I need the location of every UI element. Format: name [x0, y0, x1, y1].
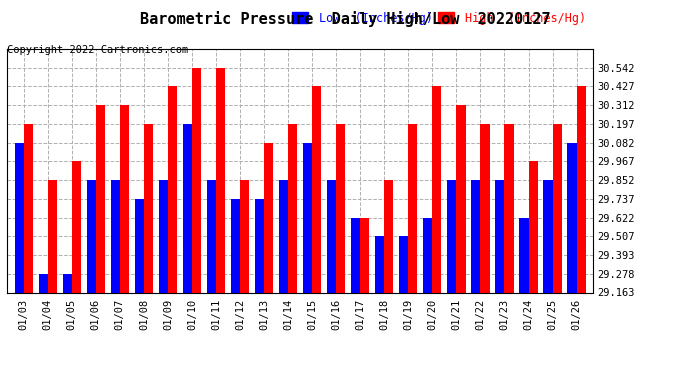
Text: Copyright 2022 Cartronics.com: Copyright 2022 Cartronics.com [7, 45, 188, 55]
Bar [144, 124, 153, 292]
Bar [544, 180, 553, 292]
Bar [360, 217, 369, 292]
Bar [567, 142, 577, 292]
Bar [495, 180, 504, 292]
Bar [375, 236, 384, 292]
Bar [23, 124, 33, 292]
Bar [120, 105, 129, 292]
Bar [408, 124, 417, 292]
Bar [216, 68, 225, 292]
Bar [384, 180, 393, 292]
Text: Barometric Pressure  Daily High/Low  20220127: Barometric Pressure Daily High/Low 20220… [139, 11, 551, 27]
Bar [336, 124, 345, 292]
Bar [423, 217, 433, 292]
Bar [433, 86, 442, 292]
Bar [504, 124, 513, 292]
Bar [577, 86, 586, 292]
Bar [240, 180, 249, 292]
Bar [520, 217, 529, 292]
Bar [553, 124, 562, 292]
Bar [303, 142, 312, 292]
Bar [192, 68, 201, 292]
Bar [351, 217, 360, 292]
Bar [480, 124, 490, 292]
Bar [264, 142, 273, 292]
Bar [63, 274, 72, 292]
Bar [456, 105, 466, 292]
Bar [255, 199, 264, 292]
Bar [400, 236, 408, 292]
Bar [279, 180, 288, 292]
Bar [14, 142, 23, 292]
Bar [471, 180, 480, 292]
Bar [312, 86, 322, 292]
Bar [87, 180, 96, 292]
Bar [288, 124, 297, 292]
Bar [110, 180, 120, 292]
Bar [72, 161, 81, 292]
Bar [48, 180, 57, 292]
Bar [135, 199, 144, 292]
Bar [231, 199, 240, 292]
Bar [159, 180, 168, 292]
Legend: Low  (Inches/Hg), High  (Inches/Hg): Low (Inches/Hg), High (Inches/Hg) [292, 12, 586, 26]
Bar [529, 161, 538, 292]
Bar [168, 86, 177, 292]
Bar [39, 274, 48, 292]
Bar [96, 105, 105, 292]
Bar [327, 180, 336, 292]
Bar [183, 124, 192, 292]
Bar [207, 180, 216, 292]
Bar [447, 180, 456, 292]
